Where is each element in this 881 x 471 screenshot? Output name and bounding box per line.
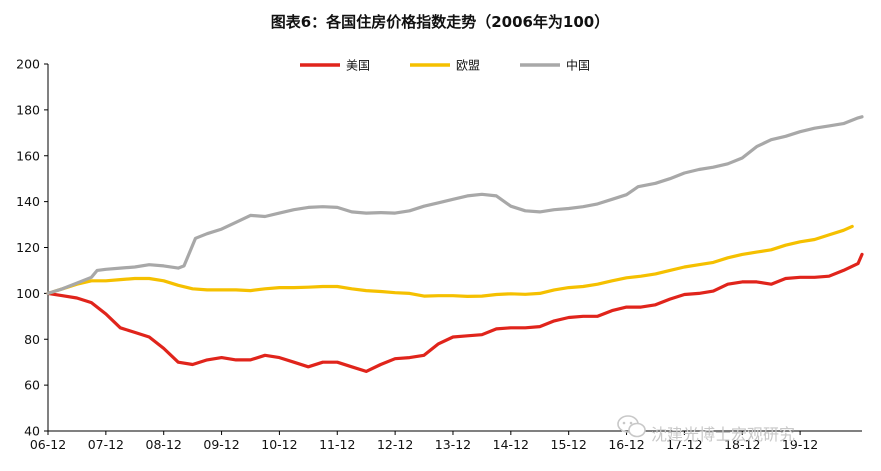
- watermark: 沈建光博士宏观研究: [617, 415, 795, 444]
- y-tick-label: 200: [16, 57, 40, 72]
- x-tick-label: 09-12: [203, 437, 239, 452]
- x-tick-label: 10-12: [261, 437, 297, 452]
- x-tick-label: 18-12: [724, 437, 760, 452]
- x-tick-label: 15-12: [551, 437, 587, 452]
- series-line-0: [46, 252, 864, 373]
- watermark-text: 沈建光博士宏观研究: [651, 425, 795, 444]
- axes: 40 60 80 100 120 140 160 180 200 06-12 07-12 08-12 0…: [16, 57, 862, 452]
- y-tick-label: 80: [24, 332, 40, 347]
- y-tick-label: 140: [16, 194, 40, 209]
- x-tick-label: 14-12: [493, 437, 529, 452]
- x-tick-label: 11-12: [319, 437, 355, 452]
- x-tick-label: 06-12: [30, 437, 66, 452]
- y-tick-label: 160: [16, 148, 40, 163]
- x-tick-label: 13-12: [435, 437, 471, 452]
- y-tick-label: 180: [16, 102, 40, 117]
- x-tick-label: 17-12: [666, 437, 702, 452]
- x-tick-label: 19-12: [782, 437, 818, 452]
- y-tick-label: 60: [24, 378, 40, 393]
- chart-title: 图表6：各国住房价格指数走势（2006年为100）: [271, 13, 610, 31]
- legend-label: 美国: [346, 59, 370, 73]
- series-line-1: [46, 224, 854, 298]
- series-line-2: [46, 115, 864, 295]
- legend-label: 中国: [566, 58, 590, 73]
- y-tick-label: 40: [24, 424, 40, 439]
- y-tick-label: 120: [16, 240, 40, 255]
- y-tick-label: 100: [16, 286, 40, 301]
- wechat-icon: [617, 415, 646, 438]
- x-tick-label: 07-12: [88, 437, 124, 452]
- x-tick-label: 16-12: [608, 437, 644, 452]
- x-tick-label: 12-12: [377, 437, 413, 452]
- legend-label: 欧盟: [456, 59, 480, 73]
- series-lines: [46, 115, 864, 373]
- x-tick-label: 08-12: [146, 437, 182, 452]
- legend: 美国 欧盟 中国: [300, 58, 590, 73]
